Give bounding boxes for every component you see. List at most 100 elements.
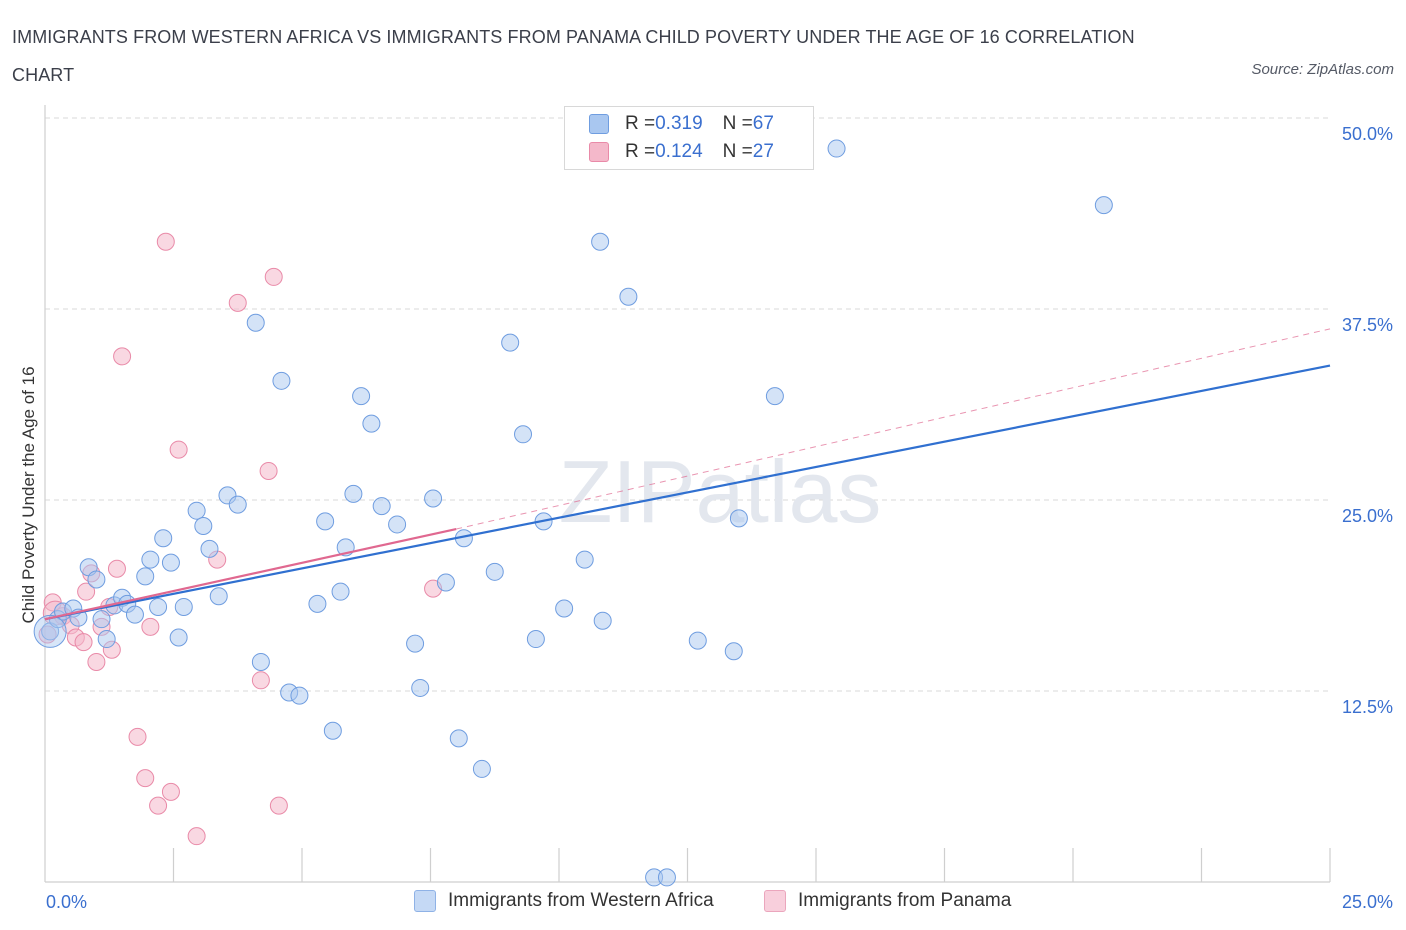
data-point-panama [77,582,96,601]
data-point-western-africa [228,495,247,514]
watermark: ZIPatlas [559,442,882,541]
data-point-western-africa [308,594,327,613]
y-tick-label: 50.0% [1342,124,1393,144]
data-point-panama [156,232,175,251]
data-point-western-africa [136,567,155,586]
data-point-western-africa [125,605,144,624]
data-point-western-africa [449,729,468,748]
data-point-western-africa [729,509,748,528]
legend-row-western-africa: R = 0.319 N = 67 [589,112,774,136]
trend-line-panama [44,527,457,621]
data-point-panama [269,796,288,815]
data-point-western-africa [92,610,111,629]
data-point-western-africa [372,497,391,516]
data-point-panama [128,727,147,746]
data-point-western-africa [251,652,270,671]
data-point-western-africa [200,539,219,558]
series-legend: Immigrants from Western Africa Immigrant… [0,890,1406,914]
data-point-western-africa [575,550,594,569]
data-point-panama [161,782,180,801]
data-point-western-africa [316,512,335,531]
data-point-western-africa [501,333,520,352]
legend-r-label: R = [625,113,656,134]
data-point-western-africa [352,387,371,406]
data-point-western-africa [657,868,676,887]
legend-n-label: N = [722,141,753,162]
data-point-panama [113,347,132,366]
y-axis-label: Child Poverty Under the Age of 16 [19,366,38,623]
data-point-western-africa [591,232,610,251]
legend-swatch-blue [414,890,436,912]
data-point-panama [141,617,160,636]
data-point-western-africa [514,425,533,444]
stats-legend: R = 0.319 N = 67 R = 0.124 N = 27 [564,106,814,170]
legend-item-panama: Immigrants from Panama [764,890,1011,912]
data-point-western-africa [526,630,545,649]
trend-line-western-africa [44,364,1331,621]
data-point-panama [228,293,247,312]
legend-label-western-africa: Immigrants from Western Africa [448,890,714,911]
data-point-western-africa [97,630,116,649]
data-point-western-africa [1094,196,1113,215]
data-point-western-africa [141,550,160,569]
data-point-western-africa [688,631,707,650]
data-point-western-africa [765,387,784,406]
x-tick-label: 25.0% [1342,892,1393,912]
tick-labels: 12.5% 25.0% 37.5% 50.0% 0.0% 25.0% [46,124,1393,912]
trend-line-panama-extension [456,328,1331,530]
x-tick-label: 0.0% [46,892,87,912]
legend-r-label: R = [625,141,656,162]
trend-lines [44,328,1331,621]
data-point-panama [87,652,106,671]
y-tick-label: 25.0% [1342,506,1393,526]
legend-item-western-africa: Immigrants from Western Africa [414,890,714,912]
legend-n-value: 27 [752,141,774,162]
data-point-panama [187,827,206,846]
data-point-western-africa [724,642,743,661]
data-point-western-africa [187,501,206,520]
data-point-western-africa [388,515,407,534]
data-point-western-africa [406,634,425,653]
data-point-western-africa [33,614,67,648]
data-point-western-africa [411,678,430,697]
data-point-western-africa [344,484,363,503]
series-panama-points [38,232,443,846]
data-point-western-africa [827,139,846,158]
data-point-western-africa [485,562,504,581]
data-point-western-africa [154,529,173,548]
chart-title: IMMIGRANTS FROM WESTERN AFRICA VS IMMIGR… [12,27,1135,85]
legend-swatch-pink [764,890,786,912]
data-point-western-africa [290,686,309,705]
data-point-western-africa [555,599,574,618]
data-point-panama [169,440,188,459]
data-point-western-africa [436,573,455,592]
legend-swatch-pink [589,142,609,162]
data-point-panama [74,633,93,652]
legend-r-value: 0.319 [655,113,703,134]
y-tick-label: 37.5% [1342,315,1393,335]
legend-label-panama: Immigrants from Panama [798,890,1012,911]
legend-swatch-blue [589,114,609,134]
data-point-western-africa [272,371,291,390]
data-point-western-africa [209,587,228,606]
data-point-western-africa [323,721,342,740]
source-label: Source: ZipAtlas.com [1251,61,1394,78]
data-point-western-africa [87,570,106,589]
data-point-panama [136,769,155,788]
data-point-western-africa [194,516,213,535]
data-point-western-africa [174,597,193,616]
data-point-panama [107,559,126,578]
data-point-western-africa [424,489,443,508]
data-point-panama [264,267,283,286]
legend-r-value: 0.124 [655,141,703,162]
data-point-western-africa [472,759,491,778]
data-point-western-africa [362,414,381,433]
data-point-panama [251,671,270,690]
legend-n-value: 67 [752,113,774,134]
y-tick-label: 12.5% [1342,697,1393,717]
data-point-western-africa [619,287,638,306]
axes [44,105,1331,883]
data-point-western-africa [161,553,180,572]
legend-row-panama: R = 0.124 N = 27 [589,140,774,164]
